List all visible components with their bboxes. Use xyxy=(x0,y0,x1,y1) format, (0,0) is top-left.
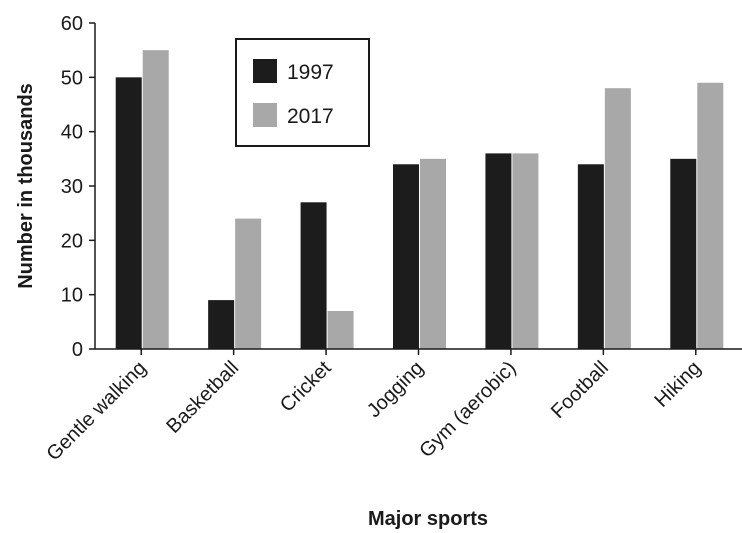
bar-1997-cricket xyxy=(300,202,327,349)
bars-layer xyxy=(115,50,724,350)
bar-1997-basketball xyxy=(208,300,235,349)
y-tick-label: 30 xyxy=(61,176,83,198)
y-tick-label: 40 xyxy=(61,122,83,144)
x-tick-label: Jogging xyxy=(363,357,428,422)
legend-box xyxy=(235,38,370,147)
legend: 1997 2017 xyxy=(235,38,370,147)
x-tick-label: Basketball xyxy=(162,357,243,438)
x-tick-label: Gym (aerobic) xyxy=(415,357,520,462)
bar-2017-jogging xyxy=(420,158,446,349)
bar-1997-jogging xyxy=(393,164,419,349)
bar-2017-gym-aerobic xyxy=(512,153,539,349)
y-ticks: 0 10 20 30 40 50 60 xyxy=(61,13,95,361)
legend-swatch-1997 xyxy=(253,59,277,83)
x-ticks: Gentle walking Basketball Cricket JoggingGy… xyxy=(42,349,705,465)
y-tick-label: 50 xyxy=(61,67,83,89)
bar-1997-football xyxy=(577,164,604,349)
bar-2017-hiking xyxy=(697,82,724,350)
y-tick-label: 20 xyxy=(61,230,83,252)
bar-2017-football xyxy=(604,88,631,349)
bar-2017-gentle-walking xyxy=(142,50,169,350)
bar-1997-gentle-walking xyxy=(115,77,142,349)
bar-1997-gym-aerobic xyxy=(485,153,512,349)
bar-1997-hiking xyxy=(670,158,697,349)
legend-swatch-2017 xyxy=(253,103,277,127)
legend-label-2017: 2017 xyxy=(287,105,334,128)
x-tick-label: Football xyxy=(547,357,613,423)
x-tick-label: Cricket xyxy=(276,357,336,417)
y-tick-label: 0 xyxy=(72,339,83,361)
y-tick-label: 60 xyxy=(61,13,83,35)
y-tick-label: 10 xyxy=(61,285,83,307)
legend-label-1997: 1997 xyxy=(287,61,334,84)
y-axis-title: Number in thousands xyxy=(15,83,37,289)
bar-2017-basketball xyxy=(235,218,262,349)
x-tick-label: Hiking xyxy=(650,357,705,412)
x-axis-title: Major sports xyxy=(368,508,488,530)
x-tick-label: Gentle walking xyxy=(42,357,150,465)
bar-2017-cricket xyxy=(327,310,354,349)
